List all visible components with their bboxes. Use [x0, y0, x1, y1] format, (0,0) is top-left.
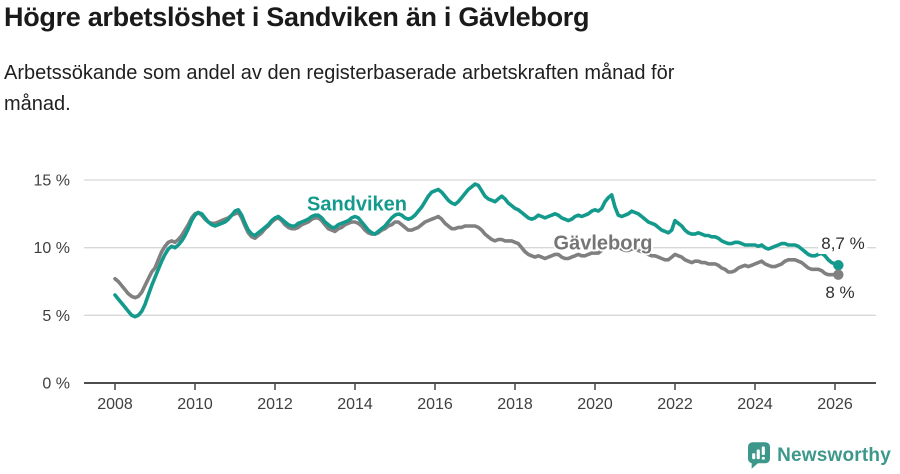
- end-value-label-gavleborg: 8 %: [825, 283, 855, 302]
- chart-title: Högre arbetslöshet i Sandviken än i Gävl…: [4, 2, 590, 32]
- newsworthy-logo-icon: [748, 442, 771, 469]
- x-axis-tick-label: 2026: [817, 396, 853, 413]
- series-line-sandviken: [113, 182, 841, 319]
- chart-subtitle: Arbetssökande som andel av den registerb…: [4, 62, 675, 115]
- series-end-dot-gvleborg: [833, 269, 844, 280]
- x-axis-tick-label: 2022: [657, 396, 693, 413]
- x-axis-tick-label: 2008: [97, 396, 133, 413]
- y-axis-tick-label: 0 %: [42, 376, 70, 393]
- x-axis-tick-label: 2016: [417, 396, 453, 413]
- end-value-label-sandviken: 8,7 %: [818, 234, 868, 254]
- x-axis-tick-label: 2014: [337, 396, 373, 413]
- series-label-gavleborg: Gävleborg: [553, 232, 653, 255]
- series-line-gvleborg: [113, 210, 841, 300]
- x-axis-tick-label: 2020: [577, 396, 613, 413]
- x-axis-tick-label: 2024: [737, 396, 773, 413]
- x-axis-tick-label: 2010: [177, 396, 213, 413]
- series-end-dot-sandviken: [833, 260, 844, 271]
- x-axis-tick-label: 2012: [257, 396, 293, 413]
- y-axis-tick-label: 10 %: [34, 240, 70, 257]
- series-label-sandviken: Sandviken: [306, 193, 408, 216]
- newsworthy-branding[interactable]: Newsworthy: [748, 442, 891, 469]
- x-axis-tick-label: 2018: [497, 396, 533, 413]
- y-axis-tick-label: 5 %: [42, 308, 70, 325]
- newsworthy-brand-name: Newsworthy: [777, 444, 891, 466]
- y-axis-tick-label: 15 %: [34, 173, 70, 190]
